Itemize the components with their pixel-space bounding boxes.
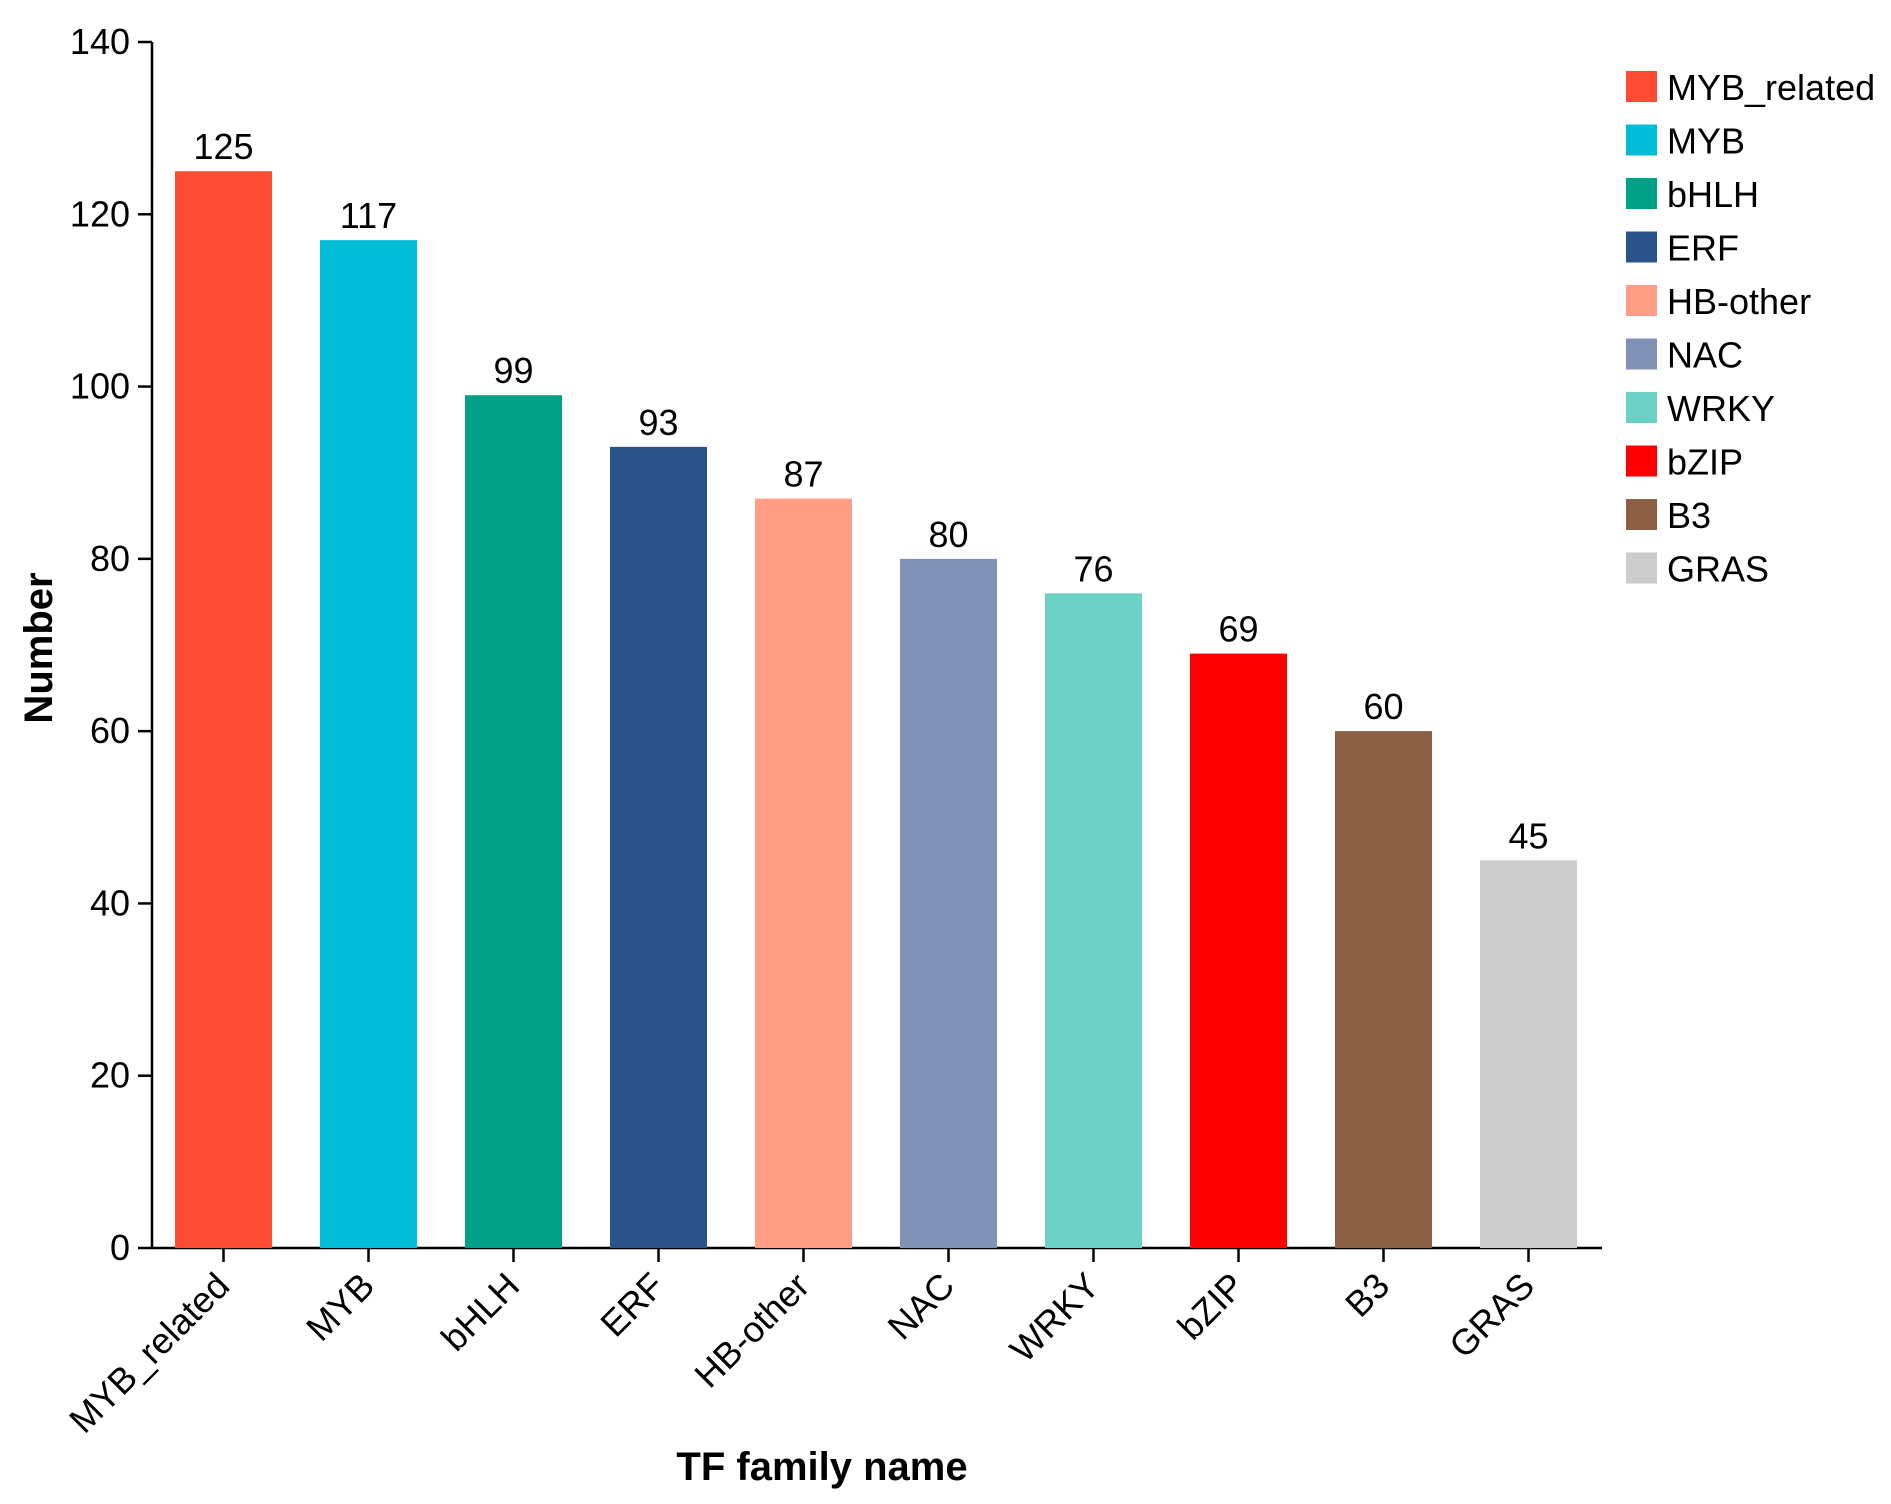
legend-item-MYB: MYB [1626,121,1745,162]
legend-item-HB-other: HB-other [1626,281,1811,322]
legend-item-NAC: NAC [1626,335,1743,376]
legend: MYB_related MYB bHLH ERF HB-other NAC WRKY bZIP… [1626,67,1875,590]
legend-item-B3: B3 [1626,495,1711,536]
value-label-bHLH: 99 [493,350,533,391]
legend-swatch [1626,178,1657,209]
category-labels: MYB_related MYB bHLH ERF HB-other NAC WRKY bZIP… [61,1265,1542,1441]
legend-label: bHLH [1667,174,1759,215]
legend-swatch [1626,124,1657,156]
legend-swatch [1626,445,1657,477]
legend-label: GRAS [1667,549,1769,590]
x-tick-label-ERF: ERF [592,1265,672,1345]
x-tick-label-bZIP: bZIP [1169,1265,1252,1348]
legend-item-ERF: ERF [1626,228,1739,269]
bar-MYB_related [175,171,272,1249]
x-tick-label-MYB: MYB [298,1265,382,1349]
y-axis-title: Number [17,572,61,723]
value-label-NAC: 80 [928,514,968,555]
legend-item-bHLH: bHLH [1626,174,1759,215]
value-label-MYB: 117 [340,195,397,236]
legend-swatch [1626,71,1657,102]
value-label-bZIP: 69 [1218,609,1258,650]
x-tick-label-NAC: NAC [879,1265,962,1348]
x-tick-label-GRAS: GRAS [1441,1265,1542,1366]
legend-label: MYB [1667,121,1745,162]
legend-item-WRKY: WRKY [1626,388,1775,429]
legend-swatch [1626,392,1657,423]
legend-item-MYB_related: MYB_related [1626,67,1875,108]
value-label-ERF: 93 [638,402,678,443]
x-axis [152,1246,1602,1262]
y-tick-label: 20 [90,1055,130,1096]
legend-label: NAC [1667,335,1743,376]
legend-item-GRAS: GRAS [1626,549,1769,590]
y-tick-label: 120 [70,193,130,234]
value-label-B3: 60 [1363,686,1403,727]
legend-label: bZIP [1667,442,1743,483]
y-tick-label: 100 [70,366,130,407]
bars [175,171,1577,1249]
legend-label: HB-other [1667,281,1811,322]
y-axis: 0 20 40 60 80 100 120 140 [70,21,154,1268]
y-tick-label: 0 [110,1227,130,1268]
legend-label: WRKY [1667,388,1775,429]
y-tick-label: 140 [70,21,130,62]
bar-NAC [900,558,997,1248]
legend-swatch [1626,231,1657,263]
x-tick-label-WRKY: WRKY [1002,1265,1107,1370]
legend-label: B3 [1667,495,1711,536]
bar-WRKY [1045,593,1142,1248]
legend-swatch [1626,338,1657,370]
legend-swatch [1626,552,1657,584]
bar-HB-other [755,498,852,1248]
legend-item-bZIP: bZIP [1626,442,1743,483]
bar-ERF [610,446,707,1248]
value-labels: 125 117 99 93 87 80 76 69 60 45 [193,126,1548,856]
legend-swatch [1626,499,1657,530]
legend-label: ERF [1667,228,1739,269]
y-tick-label: 80 [90,538,130,579]
x-axis-title: TF family name [676,1445,967,1489]
bar-B3 [1335,731,1432,1248]
legend-label: MYB_related [1667,67,1875,108]
bar-bZIP [1190,653,1287,1248]
legend-swatch [1626,285,1657,316]
bar-GRAS [1480,860,1577,1248]
x-tick-label-HB-other: HB-other [686,1265,817,1396]
x-tick-label-B3: B3 [1337,1265,1397,1325]
x-tick-label-bHLH: bHLH [433,1265,527,1359]
value-label-GRAS: 45 [1508,815,1548,856]
value-label-MYB_related: 125 [193,126,253,167]
bar-bHLH [465,395,562,1249]
x-tick-label-MYB_related: MYB_related [61,1265,237,1441]
bar-MYB [320,240,417,1249]
y-tick-label: 40 [90,882,130,923]
y-tick-label: 60 [90,710,130,751]
value-label-WRKY: 76 [1073,548,1113,589]
value-label-HB-other: 87 [783,454,823,495]
